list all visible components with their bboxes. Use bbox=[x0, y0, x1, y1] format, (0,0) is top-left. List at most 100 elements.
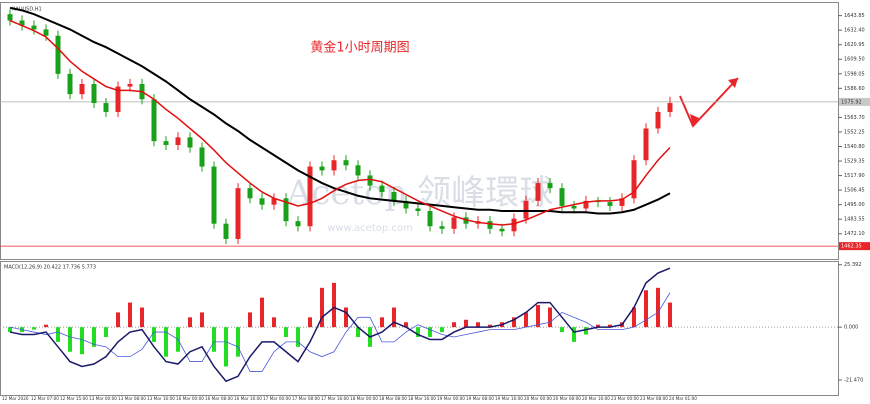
candle-body bbox=[175, 137, 181, 145]
level-box bbox=[839, 242, 870, 251]
histogram-bar bbox=[260, 297, 264, 328]
histogram-bar bbox=[512, 317, 516, 328]
histogram-bar bbox=[416, 327, 420, 337]
histogram-bar bbox=[596, 324, 600, 328]
arrow-head bbox=[690, 114, 699, 126]
histogram-bar bbox=[608, 324, 612, 328]
candle-body bbox=[631, 160, 637, 199]
y-tick-label: 1495.00 bbox=[844, 202, 865, 208]
histogram-bar bbox=[200, 312, 204, 328]
histogram-bar bbox=[128, 302, 132, 328]
time-label: 24 Mar 01:00 bbox=[669, 396, 697, 401]
candle-body bbox=[331, 160, 337, 171]
y-tick-label: 1620.95 bbox=[844, 42, 865, 48]
time-label: 19 Mar 16:00 bbox=[495, 396, 523, 401]
candle-body bbox=[127, 84, 133, 87]
histogram-bar bbox=[32, 327, 36, 330]
histogram-bar bbox=[536, 305, 540, 328]
candle-body bbox=[343, 160, 349, 166]
candle-body bbox=[7, 14, 13, 21]
candle-body bbox=[487, 221, 493, 229]
y-tick-label: 1632.40 bbox=[844, 28, 865, 34]
histogram-bar bbox=[452, 322, 456, 328]
arrow-head bbox=[728, 78, 738, 88]
histogram-bar bbox=[560, 327, 564, 333]
candle-body bbox=[547, 183, 553, 189]
candle-body bbox=[235, 188, 241, 239]
candle-body bbox=[19, 20, 25, 26]
candle-body bbox=[55, 35, 61, 74]
candle-body bbox=[79, 84, 85, 95]
time-label: 16 Mar 08:00 bbox=[205, 396, 233, 401]
histogram-bar bbox=[308, 317, 312, 328]
histogram-bar bbox=[212, 327, 216, 352]
time-label: 18 Mar 08:00 bbox=[379, 396, 407, 401]
candle-body bbox=[91, 84, 97, 104]
histogram-bar bbox=[476, 322, 480, 328]
candle-body bbox=[43, 29, 49, 36]
candle-body bbox=[271, 198, 277, 205]
time-label: 20 Mar 16:00 bbox=[582, 396, 610, 401]
y-tick-label: 25.392 bbox=[844, 262, 862, 268]
candle-body bbox=[259, 198, 265, 205]
candle-body bbox=[31, 25, 37, 30]
candle-body bbox=[559, 188, 565, 206]
y-tick-label: 1563.70 bbox=[844, 115, 865, 121]
y-tick-label: 1552.25 bbox=[844, 129, 865, 135]
y-tick-label: 1586.60 bbox=[844, 86, 865, 92]
time-label: 17 Mar 08:00 bbox=[292, 396, 320, 401]
price-label: 1575.92 bbox=[841, 99, 862, 105]
histogram-bar bbox=[428, 327, 432, 337]
candle-body bbox=[367, 175, 373, 186]
time-label: 13 Mar 00:00 bbox=[89, 396, 117, 401]
candle-body bbox=[427, 211, 433, 227]
watermark-url: www.acetop.com bbox=[327, 223, 413, 234]
histogram-bar bbox=[224, 327, 228, 367]
candle-body bbox=[379, 185, 385, 192]
candle-body bbox=[511, 218, 517, 232]
histogram-bar bbox=[656, 287, 660, 328]
y-tick-label: 1506.45 bbox=[844, 188, 865, 194]
time-label: 17 Mar 16:00 bbox=[321, 396, 349, 401]
macd-label: MACD(12,26,9) 20.422 17.736 5.773 bbox=[4, 265, 96, 271]
candle-body bbox=[355, 165, 361, 176]
candle-body bbox=[583, 200, 589, 209]
candle-body bbox=[523, 200, 529, 219]
y-tick-label: 1483.55 bbox=[844, 217, 865, 223]
histogram-bar bbox=[380, 317, 384, 328]
y-tick-label: 1643.85 bbox=[844, 13, 865, 19]
y-tick-label: 1609.50 bbox=[844, 57, 865, 63]
candle-body bbox=[439, 226, 445, 229]
candle-body bbox=[415, 208, 421, 212]
candle-body bbox=[655, 111, 661, 129]
time-label: 13 Mar 08:00 bbox=[118, 396, 146, 401]
histogram-bar bbox=[644, 290, 648, 328]
histogram-bar bbox=[332, 282, 336, 328]
price-box bbox=[839, 97, 870, 106]
symbol-label: XAUUSD,H1 bbox=[12, 7, 42, 13]
candle-body bbox=[199, 147, 205, 167]
histogram-bar bbox=[248, 312, 252, 328]
time-label: 18 Mar 16:00 bbox=[408, 396, 436, 401]
histogram-bar bbox=[56, 327, 60, 342]
price-panel bbox=[0, 2, 839, 260]
y-tick-label: 1540.80 bbox=[844, 144, 865, 150]
time-label: 17 Mar 00:00 bbox=[263, 396, 291, 401]
candle-body bbox=[247, 188, 253, 199]
time-label: 16 Mar 16:00 bbox=[234, 396, 262, 401]
candle-body bbox=[307, 166, 313, 227]
histogram-bar bbox=[356, 327, 360, 337]
candle-body bbox=[67, 73, 73, 95]
candle-body bbox=[283, 198, 289, 222]
histogram-bar bbox=[284, 327, 288, 337]
time-label: 13 Mar 16:00 bbox=[147, 396, 175, 401]
histogram-bar bbox=[164, 327, 168, 357]
histogram-bar bbox=[296, 327, 300, 347]
histogram-bar bbox=[68, 327, 72, 352]
candle-body bbox=[151, 99, 157, 142]
candle-body bbox=[223, 223, 229, 239]
candle-body bbox=[187, 137, 193, 148]
candle-body bbox=[391, 191, 397, 201]
histogram-bar bbox=[140, 307, 144, 328]
